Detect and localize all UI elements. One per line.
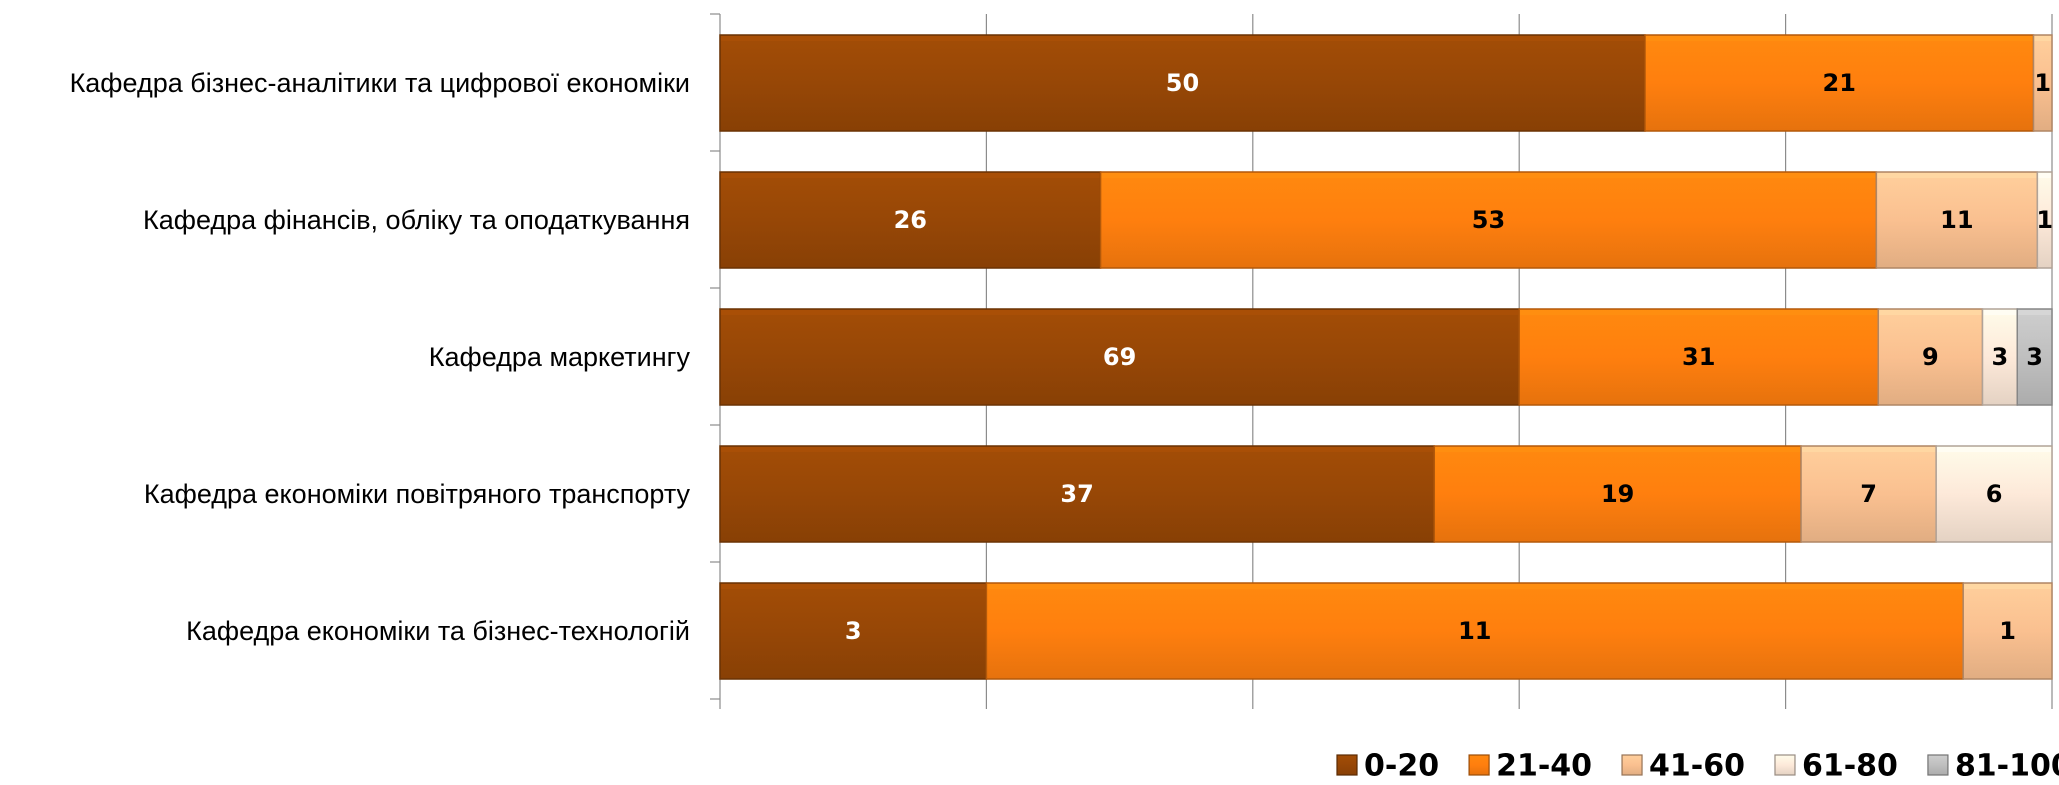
bar-segment xyxy=(1433,445,1802,543)
bar-segment xyxy=(1877,308,1984,406)
legend-swatch xyxy=(1774,754,1796,776)
data-label: 3 xyxy=(845,617,862,645)
bar-segment xyxy=(985,582,1964,680)
bar-highlight xyxy=(721,36,1644,41)
bar-segment xyxy=(719,308,1520,406)
bar-segment xyxy=(1800,445,1937,543)
data-label: 1 xyxy=(2034,69,2051,97)
bar-segment xyxy=(1962,582,2053,680)
bar-highlight xyxy=(721,310,1519,315)
data-label: 3 xyxy=(2026,343,2043,371)
bar-highlight xyxy=(2034,36,2051,41)
category-label: Кафедра економіки та бізнес-технологій xyxy=(186,616,690,646)
bar-segment xyxy=(2036,171,2053,269)
bar-highlight xyxy=(987,584,1963,589)
data-label: 50 xyxy=(1166,69,1199,97)
bars-layer: 50 21 126 53 11 169 31 9 3 337 19 7 63 11 1 xyxy=(719,34,2053,680)
data-label: 1 xyxy=(1999,617,2016,645)
bar-highlight xyxy=(1879,310,1982,315)
bar-segment xyxy=(2032,34,2053,132)
bar-highlight xyxy=(721,447,1434,452)
data-label: 37 xyxy=(1060,480,1093,508)
legend-swatch xyxy=(1621,754,1643,776)
data-label: 7 xyxy=(1860,480,1877,508)
bar-highlight xyxy=(1435,447,1801,452)
data-label: 6 xyxy=(1986,480,2003,508)
bar-highlight xyxy=(2018,310,2051,315)
legend-label: 41-60 xyxy=(1649,749,1745,784)
bar-highlight xyxy=(721,584,986,589)
legend-swatch xyxy=(1927,754,1949,776)
bar-highlight xyxy=(721,173,1100,178)
bar-segment xyxy=(1644,34,2035,132)
bar-segment xyxy=(1518,308,1880,406)
legend-label: 81-100 xyxy=(1955,749,2059,784)
data-label: 21 xyxy=(1823,69,1856,97)
data-label: 31 xyxy=(1682,343,1715,371)
legend-label: 21-40 xyxy=(1496,749,1592,784)
legend-label: 61-80 xyxy=(1802,749,1898,784)
bar-highlight xyxy=(2038,173,2051,178)
data-label: 26 xyxy=(894,206,927,234)
bar-segment xyxy=(719,445,1436,543)
data-label: 69 xyxy=(1103,343,1136,371)
data-label: 11 xyxy=(1940,206,1973,234)
bar-segment xyxy=(2016,308,2053,406)
bar-highlight xyxy=(1520,310,1878,315)
bar-highlight xyxy=(1802,447,1936,452)
data-label: 11 xyxy=(1458,617,1491,645)
bar-highlight xyxy=(1101,173,1876,178)
legend: 0-20 21-40 41-60 61-80 81-100 xyxy=(1336,749,2059,784)
data-label: 53 xyxy=(1472,206,1505,234)
bar-segment xyxy=(719,171,1102,269)
bar-highlight xyxy=(1646,36,2033,41)
category-labels: Кафедра бізнес-аналітики та цифрової еко… xyxy=(70,68,691,646)
bar-segment xyxy=(719,582,988,680)
category-label: Кафедра економіки повітряного транспорту xyxy=(144,479,691,509)
category-label: Кафедра маркетингу xyxy=(429,342,691,372)
bar-segment xyxy=(1875,171,2039,269)
category-label: Кафедра фінансів, обліку та оподаткуванн… xyxy=(143,205,690,235)
bar-highlight xyxy=(1964,584,2051,589)
legend-swatch xyxy=(1468,754,1490,776)
data-label: 19 xyxy=(1601,480,1634,508)
data-label: 9 xyxy=(1922,343,1939,371)
legend-label: 0-20 xyxy=(1364,749,1439,784)
data-label: 1 xyxy=(2036,206,2053,234)
bar-highlight xyxy=(1937,447,2051,452)
bar-highlight xyxy=(1983,310,2017,315)
legend-swatch xyxy=(1336,754,1358,776)
bar-segment xyxy=(1981,308,2019,406)
bar-segment xyxy=(1099,171,1878,269)
bar-segment xyxy=(719,34,1646,132)
bar-segment xyxy=(1935,445,2053,543)
bar-highlight xyxy=(1877,173,2037,178)
category-label: Кафедра бізнес-аналітики та цифрової еко… xyxy=(70,68,690,98)
data-label: 3 xyxy=(1992,343,2009,371)
